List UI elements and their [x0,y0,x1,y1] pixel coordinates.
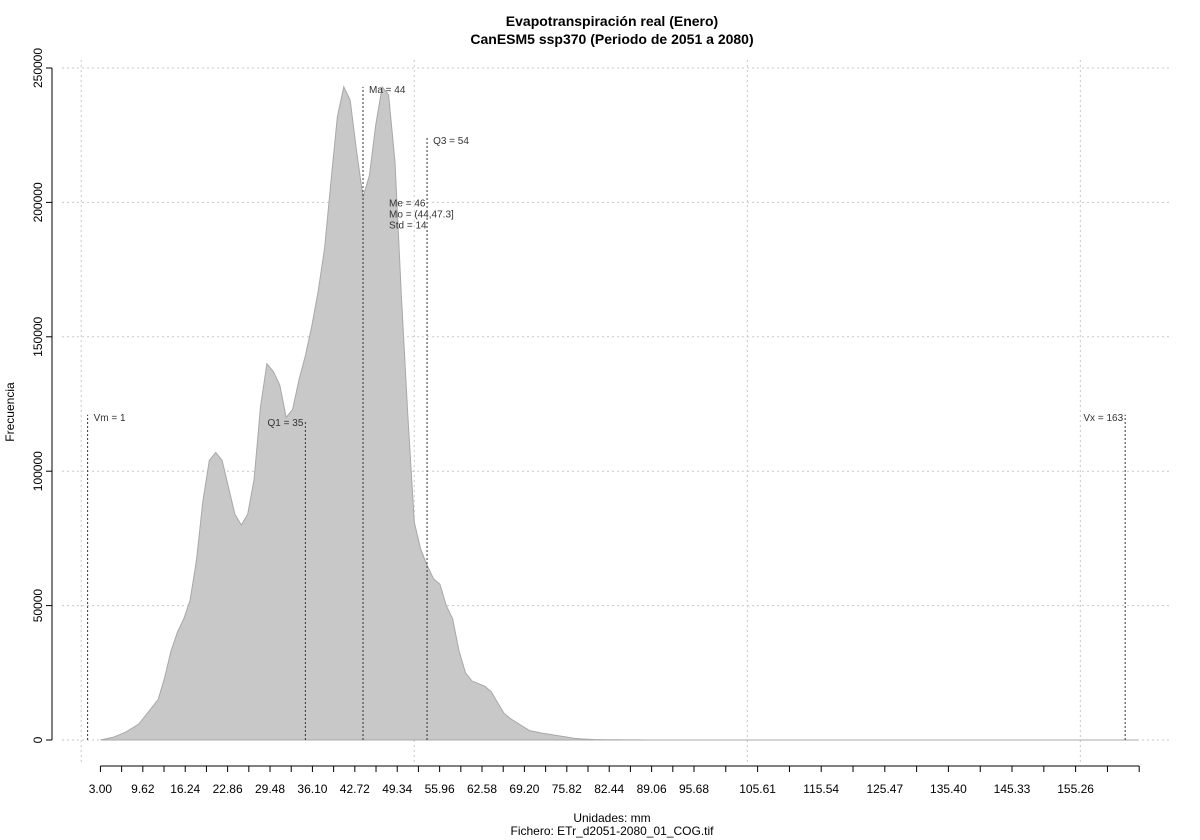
axis-layer: 0 50000 100000 150000 200000 250000 3.00 9.62 16… [31,48,1140,796]
density-area [100,85,1138,741]
x-tick-label: 115.54 [803,782,839,796]
x-tick-label: 49.34 [382,782,412,796]
y-tick-label: 150000 [31,316,45,356]
stats-label: Std = 14 [389,220,427,231]
x-tick-label: 95.68 [679,782,709,796]
stats-label: Me = 46 [389,198,426,209]
y-tick-label: 0 [31,736,45,743]
footnote-filename: Fichero: ETr_d2051-2080_01_COG.tif [511,824,715,838]
x-tick-label: 62.58 [467,782,497,796]
y-tick-label: 250000 [31,48,45,88]
y-axis-label: Frecuencia [3,382,17,442]
marker-label: Q1 = 35 [268,418,304,429]
x-tick-label: 22.86 [213,782,243,796]
x-axis-label: Unidades: mm [573,811,650,825]
stats-label: Mo = (44,47.3] [389,209,454,220]
y-tick-label: 50000 [31,589,45,623]
y-tick-label: 200000 [31,182,45,222]
x-tick-label: 55.96 [425,782,455,796]
x-tick-label: 36.10 [297,782,327,796]
x-tick-label: 3.00 [89,782,113,796]
x-tick-label: 16.24 [170,782,200,796]
x-tick-label: 29.48 [255,782,285,796]
marker-layer: Vm = 1 Q1 = 35 Ma = 44 Q3 = 54 Vx = 163 Me = … [87,85,1126,740]
y-tick-label: 100000 [31,451,45,491]
marker-label: Ma = 44 [369,85,406,96]
x-tick-label: 125.47 [866,782,903,796]
x-tick-label: 82.44 [594,782,624,796]
x-tick-label: 89.06 [637,782,667,796]
x-tick-label: 9.62 [131,782,155,796]
x-tick-label: 145.33 [994,782,1031,796]
chart-title: Evapotranspiración real (Enero) [506,13,718,29]
x-tick-label: 105.61 [739,782,776,796]
marker-label: Vx = 163 [1083,413,1123,424]
x-tick-label: 75.82 [552,782,582,796]
x-tick-label: 69.20 [509,782,539,796]
density-area-layer [100,85,1138,741]
x-tick-label: 135.40 [930,782,967,796]
x-tick-label: 42.72 [340,782,370,796]
marker-label: Vm = 1 [94,413,126,424]
marker-label: Q3 = 54 [433,136,469,147]
chart-subtitle: CanESM5 ssp370 (Periodo de 2051 a 2080) [470,31,753,47]
x-tick-label: 155.26 [1057,782,1094,796]
